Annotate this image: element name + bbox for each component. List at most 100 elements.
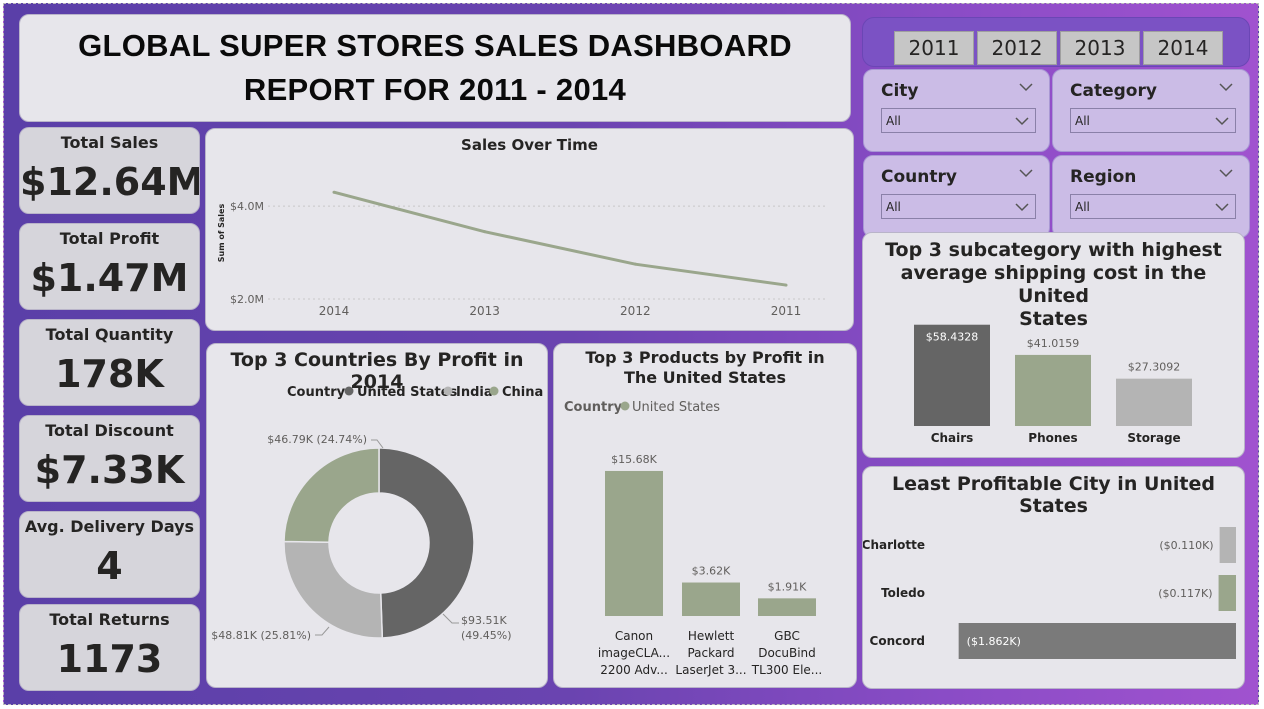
data-point xyxy=(633,262,637,266)
data-label: $46.79K (24.74%) xyxy=(267,433,367,446)
top-countries-card: Top 3 Countries By Profit in 2014 Countr… xyxy=(206,343,548,688)
legend-entry[interactable]: China xyxy=(502,385,543,400)
data-label: $58.4328 xyxy=(926,331,979,344)
title-card: GLOBAL SUPER STORES SALES DASHBOARD REPO… xyxy=(19,14,851,122)
kpi-value: $12.64M xyxy=(20,160,200,204)
kpi-value: $7.33K xyxy=(34,448,185,492)
chart-title-line: States xyxy=(1019,308,1088,330)
chevron-down-icon[interactable] xyxy=(1019,82,1033,92)
chevron-down-icon[interactable] xyxy=(1219,82,1233,92)
year-button-2013[interactable]: 2013 xyxy=(1060,31,1140,65)
kpi-value: 1173 xyxy=(56,637,163,681)
slicer-label: Country xyxy=(881,167,957,187)
city-bar-chart: Charlotte ($0.110K) Toledo ($0.117K) Concord… xyxy=(863,527,1236,659)
chart-title: Top 3 Products by Profit in The United S… xyxy=(585,348,825,387)
x-tick-label: Phones xyxy=(1028,431,1077,445)
country-dropdown[interactable]: All xyxy=(881,194,1036,219)
chart-title: Sales Over Time xyxy=(461,136,598,154)
bar[interactable] xyxy=(1116,378,1192,426)
kpi-value: 178K xyxy=(55,352,164,396)
year-button-2012[interactable]: 2012 xyxy=(977,31,1057,65)
bar[interactable] xyxy=(682,582,740,616)
slicer-label: Category xyxy=(1070,81,1157,101)
bar[interactable] xyxy=(1219,527,1236,563)
chevron-down-icon[interactable] xyxy=(1219,168,1233,178)
data-label: $93.51K xyxy=(461,614,507,627)
chevron-down-icon xyxy=(1015,117,1029,126)
sales-line-chart: $2.0M $4.0M Sum of Sales 2014 2013 2012 2011 xyxy=(217,190,826,318)
bar[interactable] xyxy=(605,470,663,616)
subcategory-bar-chart: $58.4328 Chairs $41.0159 Phones $27.3092 Stor… xyxy=(914,324,1192,445)
x-tick-label: 2013 xyxy=(469,304,500,318)
data-label: $1.91K xyxy=(768,580,807,593)
leader-line xyxy=(371,439,384,449)
leader-line xyxy=(315,626,330,636)
legend-entry[interactable]: United States xyxy=(632,400,720,415)
y-tick-label: Toledo xyxy=(881,586,925,600)
kpi-avg-delivery-days: Avg. Delivery Days 4 xyxy=(19,511,200,598)
kpi-label: Total Quantity xyxy=(45,325,174,344)
x-tick-label: LaserJet 3... xyxy=(675,663,746,677)
kpi-total-returns: Total Returns 1173 xyxy=(19,604,200,691)
kpi-total-profit: Total Profit $1.47M xyxy=(19,223,200,310)
bar[interactable] xyxy=(958,623,1236,659)
data-label: $3.62K xyxy=(692,565,731,578)
page-title-line-1: GLOBAL SUPER STORES SALES DASHBOARD xyxy=(78,28,792,63)
slicer-label: Region xyxy=(1070,167,1137,187)
bar[interactable] xyxy=(914,324,990,426)
y-tick-label: Concord xyxy=(870,634,925,648)
data-point xyxy=(332,190,336,194)
data-label: ($0.110K) xyxy=(1159,539,1213,552)
x-tick-label: imageCLA... xyxy=(598,646,670,660)
legend-entry[interactable]: India xyxy=(456,385,493,400)
region-dropdown[interactable]: All xyxy=(1070,194,1236,219)
chevron-down-icon[interactable] xyxy=(1019,168,1033,178)
city-dropdown[interactable]: All xyxy=(881,108,1036,133)
data-label: ($0.117K) xyxy=(1158,587,1212,600)
x-tick-label: DocuBind xyxy=(758,646,816,660)
dropdown-value: All xyxy=(886,114,901,128)
pie-slice[interactable] xyxy=(283,540,384,639)
slicer-country: Country All xyxy=(863,155,1050,238)
x-tick-label: Chairs xyxy=(931,431,974,445)
slicer-region: Region All xyxy=(1052,155,1250,238)
kpi-value: 4 xyxy=(96,544,123,588)
kpi-label: Avg. Delivery Days xyxy=(24,517,195,536)
kpi-label: Total Sales xyxy=(60,133,159,152)
legend-marker xyxy=(489,386,499,396)
sales-over-time-card: Sales Over Time $2.0M $4.0M Sum of Sales 20… xyxy=(205,128,854,331)
kpi-label: Total Discount xyxy=(45,421,174,440)
x-tick-label: Canon xyxy=(615,629,653,643)
chart-title-line: Top 3 subcategory with highest xyxy=(885,239,1222,261)
chart-title-line: average shipping cost in the United xyxy=(900,262,1207,307)
year-button-2014[interactable]: 2014 xyxy=(1143,31,1223,65)
pie-slice[interactable] xyxy=(378,447,475,639)
slicer-category: Category All xyxy=(1052,69,1250,152)
year-slicer: 2011 2012 2013 2014 xyxy=(862,17,1250,67)
kpi-total-quantity: Total Quantity 178K xyxy=(19,319,200,406)
legend-title: Country xyxy=(287,385,346,400)
chart-title: Top 3 subcategory with highest average s… xyxy=(863,239,1244,331)
x-tick-label: 2011 xyxy=(771,304,802,318)
chart-title: Top 3 Countries By Profit in 2014 xyxy=(230,349,524,393)
x-tick-label: Hewlett xyxy=(688,629,735,643)
x-tick-label: 2014 xyxy=(319,304,350,318)
data-label: $27.3092 xyxy=(1128,361,1181,374)
leader-line xyxy=(442,613,459,624)
bar[interactable] xyxy=(1015,354,1091,426)
legend-title: Country xyxy=(564,400,623,415)
y-tick-label: $4.0M xyxy=(230,200,264,213)
pie-slice[interactable] xyxy=(283,447,380,543)
kpi-label: Total Returns xyxy=(49,610,170,629)
category-dropdown[interactable]: All xyxy=(1070,108,1236,133)
kpi-total-sales: Total Sales $12.64M xyxy=(19,127,200,214)
data-label: $41.0159 xyxy=(1027,337,1080,350)
sales-line xyxy=(333,190,787,287)
legend-entry[interactable]: United States xyxy=(357,385,458,400)
slicer-label: City xyxy=(881,81,919,101)
year-button-2011[interactable]: 2011 xyxy=(894,31,974,65)
bar[interactable] xyxy=(758,598,816,616)
kpi-total-discount: Total Discount $7.33K xyxy=(19,415,200,502)
bar[interactable] xyxy=(1218,575,1236,611)
legend-marker xyxy=(443,386,453,396)
